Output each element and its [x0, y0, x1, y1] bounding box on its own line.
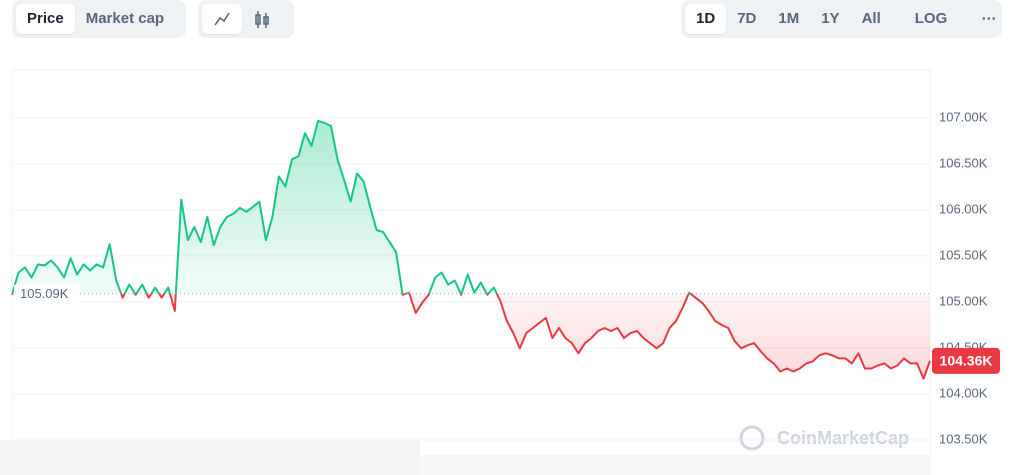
- volume-strip: [0, 440, 420, 475]
- chart-type-tabs: [198, 0, 294, 38]
- y-tick-label: 105.50K: [939, 247, 988, 262]
- baseline-label: 105.09K: [20, 286, 69, 301]
- tab[interactable]: Market cap: [85, 10, 165, 27]
- area-up: [12, 120, 930, 294]
- log-toggle[interactable]: LOG: [914, 10, 948, 27]
- range[interactable]: 1Y: [821, 10, 840, 27]
- range[interactable]: 1M: [778, 10, 800, 27]
- y-tick-label: 107.00K: [939, 109, 988, 124]
- y-tick-label: 104.00K: [939, 385, 988, 400]
- volume-strip: [420, 455, 930, 475]
- price-line-up: [11, 119, 693, 294]
- range[interactable]: 7D: [737, 10, 757, 27]
- icon: [255, 11, 269, 28]
- y-tick-label: 105.00K: [939, 293, 988, 308]
- candle-chart-toggle[interactable]: [242, 4, 282, 34]
- watermark: CoinMarketCap: [739, 425, 909, 451]
- range[interactable]: All: [861, 10, 881, 27]
- range[interactable]: 1D: [685, 4, 727, 34]
- watermark-text: CoinMarketCap: [777, 428, 909, 448]
- more-button[interactable]: ⋯: [981, 10, 997, 27]
- icon: [214, 12, 230, 26]
- area-down: [12, 293, 930, 379]
- range-tabs: 1D 7D 1M 1Y All LOG ⋯: [681, 0, 1002, 38]
- current-price-badge: [932, 347, 1000, 374]
- tab[interactable]: Price: [16, 4, 75, 34]
- current-price-label: 104.36K: [940, 353, 993, 369]
- y-tick-label: 106.50K: [939, 155, 988, 170]
- line-chart-toggle[interactable]: [202, 4, 242, 34]
- plot-frame: [11, 69, 931, 475]
- y-tick-label: 106.00K: [939, 201, 988, 216]
- metric-tabs: Price Market cap: [12, 0, 186, 38]
- price-line-down: [11, 293, 931, 380]
- baseline-label-bg: [14, 284, 80, 303]
- y-tick-label: 103.50K: [939, 431, 988, 446]
